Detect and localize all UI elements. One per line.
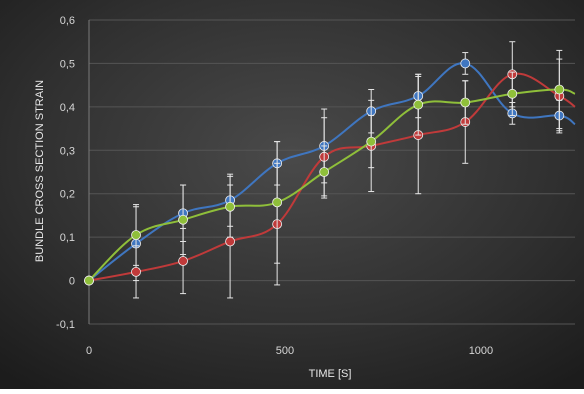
data-point <box>319 167 330 177</box>
data-point <box>178 256 188 266</box>
data-point <box>131 230 141 240</box>
data-point <box>131 266 141 277</box>
data-point <box>225 201 235 212</box>
data-point <box>225 236 235 247</box>
data-point <box>178 214 188 225</box>
x-tick-label: 1000 <box>469 345 493 357</box>
y-tick-label: 0 <box>69 276 75 288</box>
data-point <box>413 99 424 110</box>
y-tick-label: 0,3 <box>60 145 75 157</box>
x-tick-label: 500 <box>276 345 294 357</box>
series-group <box>84 41 576 299</box>
data-point <box>507 88 518 99</box>
y-axis-title: BUNDLE CROSS SECTION STRAIN <box>34 80 46 262</box>
data-point <box>554 84 565 95</box>
gridlines <box>89 19 575 325</box>
y-tick-label: 0,4 <box>60 102 75 114</box>
y-tick-label: 0,1 <box>60 232 75 244</box>
data-point <box>272 197 283 208</box>
y-tick-label: 0,5 <box>60 58 75 70</box>
data-point <box>366 136 377 147</box>
data-point <box>460 97 471 108</box>
x-tick-label: 0 <box>86 345 92 357</box>
data-point <box>84 275 94 286</box>
data-point <box>460 58 471 69</box>
series-3 <box>84 49 576 286</box>
x-axis-title: TIME [S] <box>309 368 352 380</box>
y-tick-label: 0,2 <box>60 189 75 201</box>
axes: -0,1 0 0,1 0,2 0,3 0,4 0,5 0,6 0 500 1000 <box>56 15 493 357</box>
y-tick-label: 0,6 <box>60 15 75 27</box>
y-tick-label: -0,1 <box>56 319 75 331</box>
